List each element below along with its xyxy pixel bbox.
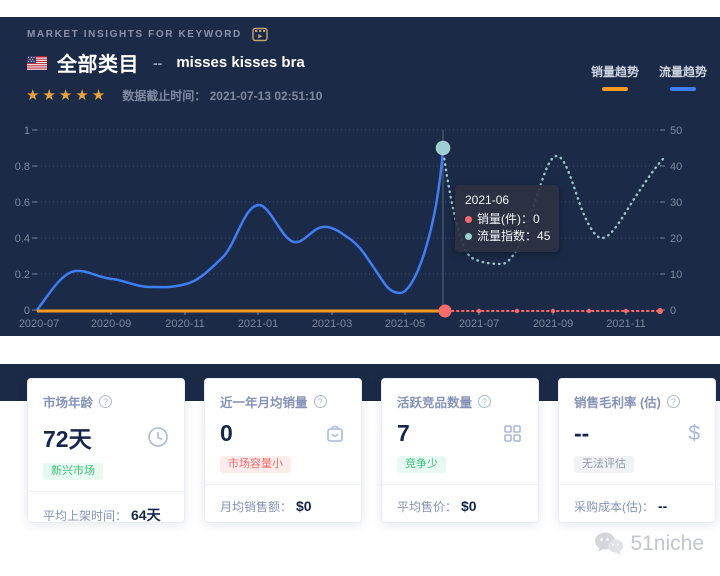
bag-icon bbox=[327, 425, 343, 442]
video-guide-icon[interactable] bbox=[252, 27, 269, 42]
tooltip-title: 2021-06 bbox=[465, 193, 510, 207]
help-icon[interactable]: ? bbox=[313, 395, 327, 408]
card-active-competitors: 活跃竞品数量 ? 7 竞争少 平均售价： $0 bbox=[381, 378, 539, 523]
tooltip-traffic-row: 流量指数： 45 bbox=[465, 228, 551, 245]
data-cutoff: 数据截止时间： 2021-07-13 02:51:10 bbox=[122, 87, 322, 104]
rating-stars: ★★★★★ bbox=[26, 87, 109, 104]
tooltip-sales-value: 0 bbox=[533, 212, 540, 226]
svg-text:0.2: 0.2 bbox=[15, 269, 30, 281]
card-gross-margin: 销售毛利率 (估) ? -- $ 无法评估 采购成本(估)： -- bbox=[558, 378, 716, 523]
svg-text:0: 0 bbox=[24, 305, 30, 317]
keyword-title: misses kisses bra bbox=[176, 54, 305, 71]
sales-dot-icon bbox=[465, 216, 472, 223]
svg-text:30: 30 bbox=[670, 197, 682, 209]
svg-text:20: 20 bbox=[670, 233, 682, 245]
svg-text:2021-03: 2021-03 bbox=[312, 318, 352, 330]
card-footer-value: 64天 bbox=[131, 507, 161, 523]
legend-sales-label: 销量趋势 bbox=[590, 65, 639, 79]
svg-text:2020-11: 2020-11 bbox=[165, 318, 205, 330]
status-badge: 无法评估 bbox=[574, 456, 634, 473]
card-value: 0 bbox=[220, 420, 233, 446]
watermark-text: 51niche bbox=[630, 531, 704, 555]
card-market-age: 市场年龄 ? 72天 新兴市场 平均上架时间： 64天 bbox=[27, 378, 185, 523]
svg-text:2021-01: 2021-01 bbox=[238, 318, 278, 330]
panel-eyebrow: MARKET INSIGHTS FOR KEYWORD bbox=[27, 29, 242, 40]
traffic-dot-icon bbox=[465, 233, 472, 240]
y-axis-right-labels: 50 40 30 20 10 0 bbox=[670, 125, 682, 317]
card-footer-label: 采购成本(估)： bbox=[574, 500, 654, 514]
legend-traffic-color-bar bbox=[669, 87, 696, 91]
svg-text:2021-05: 2021-05 bbox=[385, 318, 425, 330]
svg-text:2020-09: 2020-09 bbox=[91, 318, 131, 330]
chart-legend: 销量趋势 流量趋势 bbox=[591, 63, 707, 91]
legend-traffic[interactable]: 流量趋势 bbox=[659, 63, 707, 91]
data-cutoff-label: 数据截止时间： bbox=[122, 89, 207, 103]
status-badge: 竞争少 bbox=[397, 456, 446, 473]
traffic-line-forecast bbox=[441, 146, 666, 266]
tooltip-sales-label: 销量(件)： bbox=[477, 212, 533, 226]
grid-icon bbox=[504, 425, 521, 442]
card-title: 市场年龄 bbox=[43, 396, 94, 410]
card-footer-value: $0 bbox=[461, 498, 477, 514]
card-footer-label: 平均售价： bbox=[397, 500, 458, 514]
tooltip-traffic-value: 45 bbox=[537, 229, 551, 243]
card-value: -- bbox=[574, 420, 590, 446]
status-badge: 新兴市场 bbox=[43, 463, 103, 480]
svg-text:50: 50 bbox=[670, 125, 682, 137]
legend-sales[interactable]: 销量趋势 bbox=[591, 63, 639, 91]
tooltip-sales-row: 销量(件)： 0 bbox=[465, 211, 549, 228]
svg-text:2021-07: 2021-07 bbox=[459, 318, 499, 330]
legend-traffic-label: 流量趋势 bbox=[658, 65, 707, 79]
svg-text:0.8: 0.8 bbox=[15, 161, 30, 173]
svg-text:40: 40 bbox=[670, 161, 682, 173]
svg-text:10: 10 bbox=[670, 269, 682, 281]
y-axis-left-labels: 1 0.8 0.6 0.4 0.2 0 bbox=[15, 125, 30, 317]
chart-panel: MARKET INSIGHTS FOR KEYWORD bbox=[0, 17, 720, 336]
sales-forecast-dots bbox=[476, 308, 663, 314]
data-cutoff-time: 2021-07-13 02:51:10 bbox=[209, 89, 323, 103]
card-title: 销售毛利率 (估) bbox=[574, 396, 661, 410]
help-icon[interactable]: ? bbox=[99, 395, 113, 408]
svg-text:2020-07: 2020-07 bbox=[19, 318, 59, 330]
card-footer-value: -- bbox=[658, 498, 668, 514]
svg-text:1: 1 bbox=[24, 125, 30, 137]
svg-text:2021-11: 2021-11 bbox=[606, 318, 646, 330]
card-footer-label: 平均上架时间： bbox=[43, 509, 128, 523]
trend-chart-canvas[interactable]: 1 0.8 0.6 0.4 0.2 0 50 40 30 20 10 0 202… bbox=[0, 17, 720, 336]
help-icon[interactable]: ? bbox=[666, 395, 680, 408]
help-icon[interactable]: ? bbox=[478, 395, 492, 408]
card-footer-label: 月均销售额： bbox=[220, 500, 293, 514]
legend-sales-color-bar bbox=[601, 87, 628, 91]
traffic-line-actual bbox=[35, 146, 445, 312]
us-flag-icon bbox=[27, 55, 47, 70]
svg-text:0.6: 0.6 bbox=[15, 197, 30, 209]
card-monthly-sales: 近一年月均销量 ? 0 市场容量小 月均销售额： $0 bbox=[204, 378, 362, 523]
dollar-icon: $ bbox=[688, 421, 700, 445]
chart-tooltip: 2021-06 销量(件)： 0 流量指数： 45 bbox=[455, 185, 559, 252]
clock-icon bbox=[148, 427, 168, 447]
card-footer-value: $0 bbox=[296, 498, 312, 514]
category-title: 全部类目 bbox=[57, 54, 139, 76]
status-badge: 市场容量小 bbox=[220, 456, 291, 473]
svg-text:0.4: 0.4 bbox=[15, 233, 30, 245]
card-title: 活跃竞品数量 bbox=[397, 396, 473, 410]
chat-bubbles-icon bbox=[595, 532, 624, 555]
traffic-hover-point[interactable] bbox=[435, 140, 451, 156]
title-separator: -- bbox=[153, 54, 163, 71]
card-value: 72天 bbox=[43, 426, 92, 452]
card-value: 7 bbox=[397, 420, 410, 446]
tooltip-traffic-label: 流量指数： bbox=[477, 229, 538, 243]
svg-text:0: 0 bbox=[670, 305, 676, 317]
sales-hover-point[interactable] bbox=[438, 304, 452, 318]
card-title: 近一年月均销量 bbox=[220, 396, 308, 410]
watermark: 51niche bbox=[594, 531, 704, 556]
x-axis-labels: 2020-07 2020-09 2020-11 2021-01 2021-03 … bbox=[19, 318, 646, 330]
svg-text:2021-09: 2021-09 bbox=[533, 318, 573, 330]
